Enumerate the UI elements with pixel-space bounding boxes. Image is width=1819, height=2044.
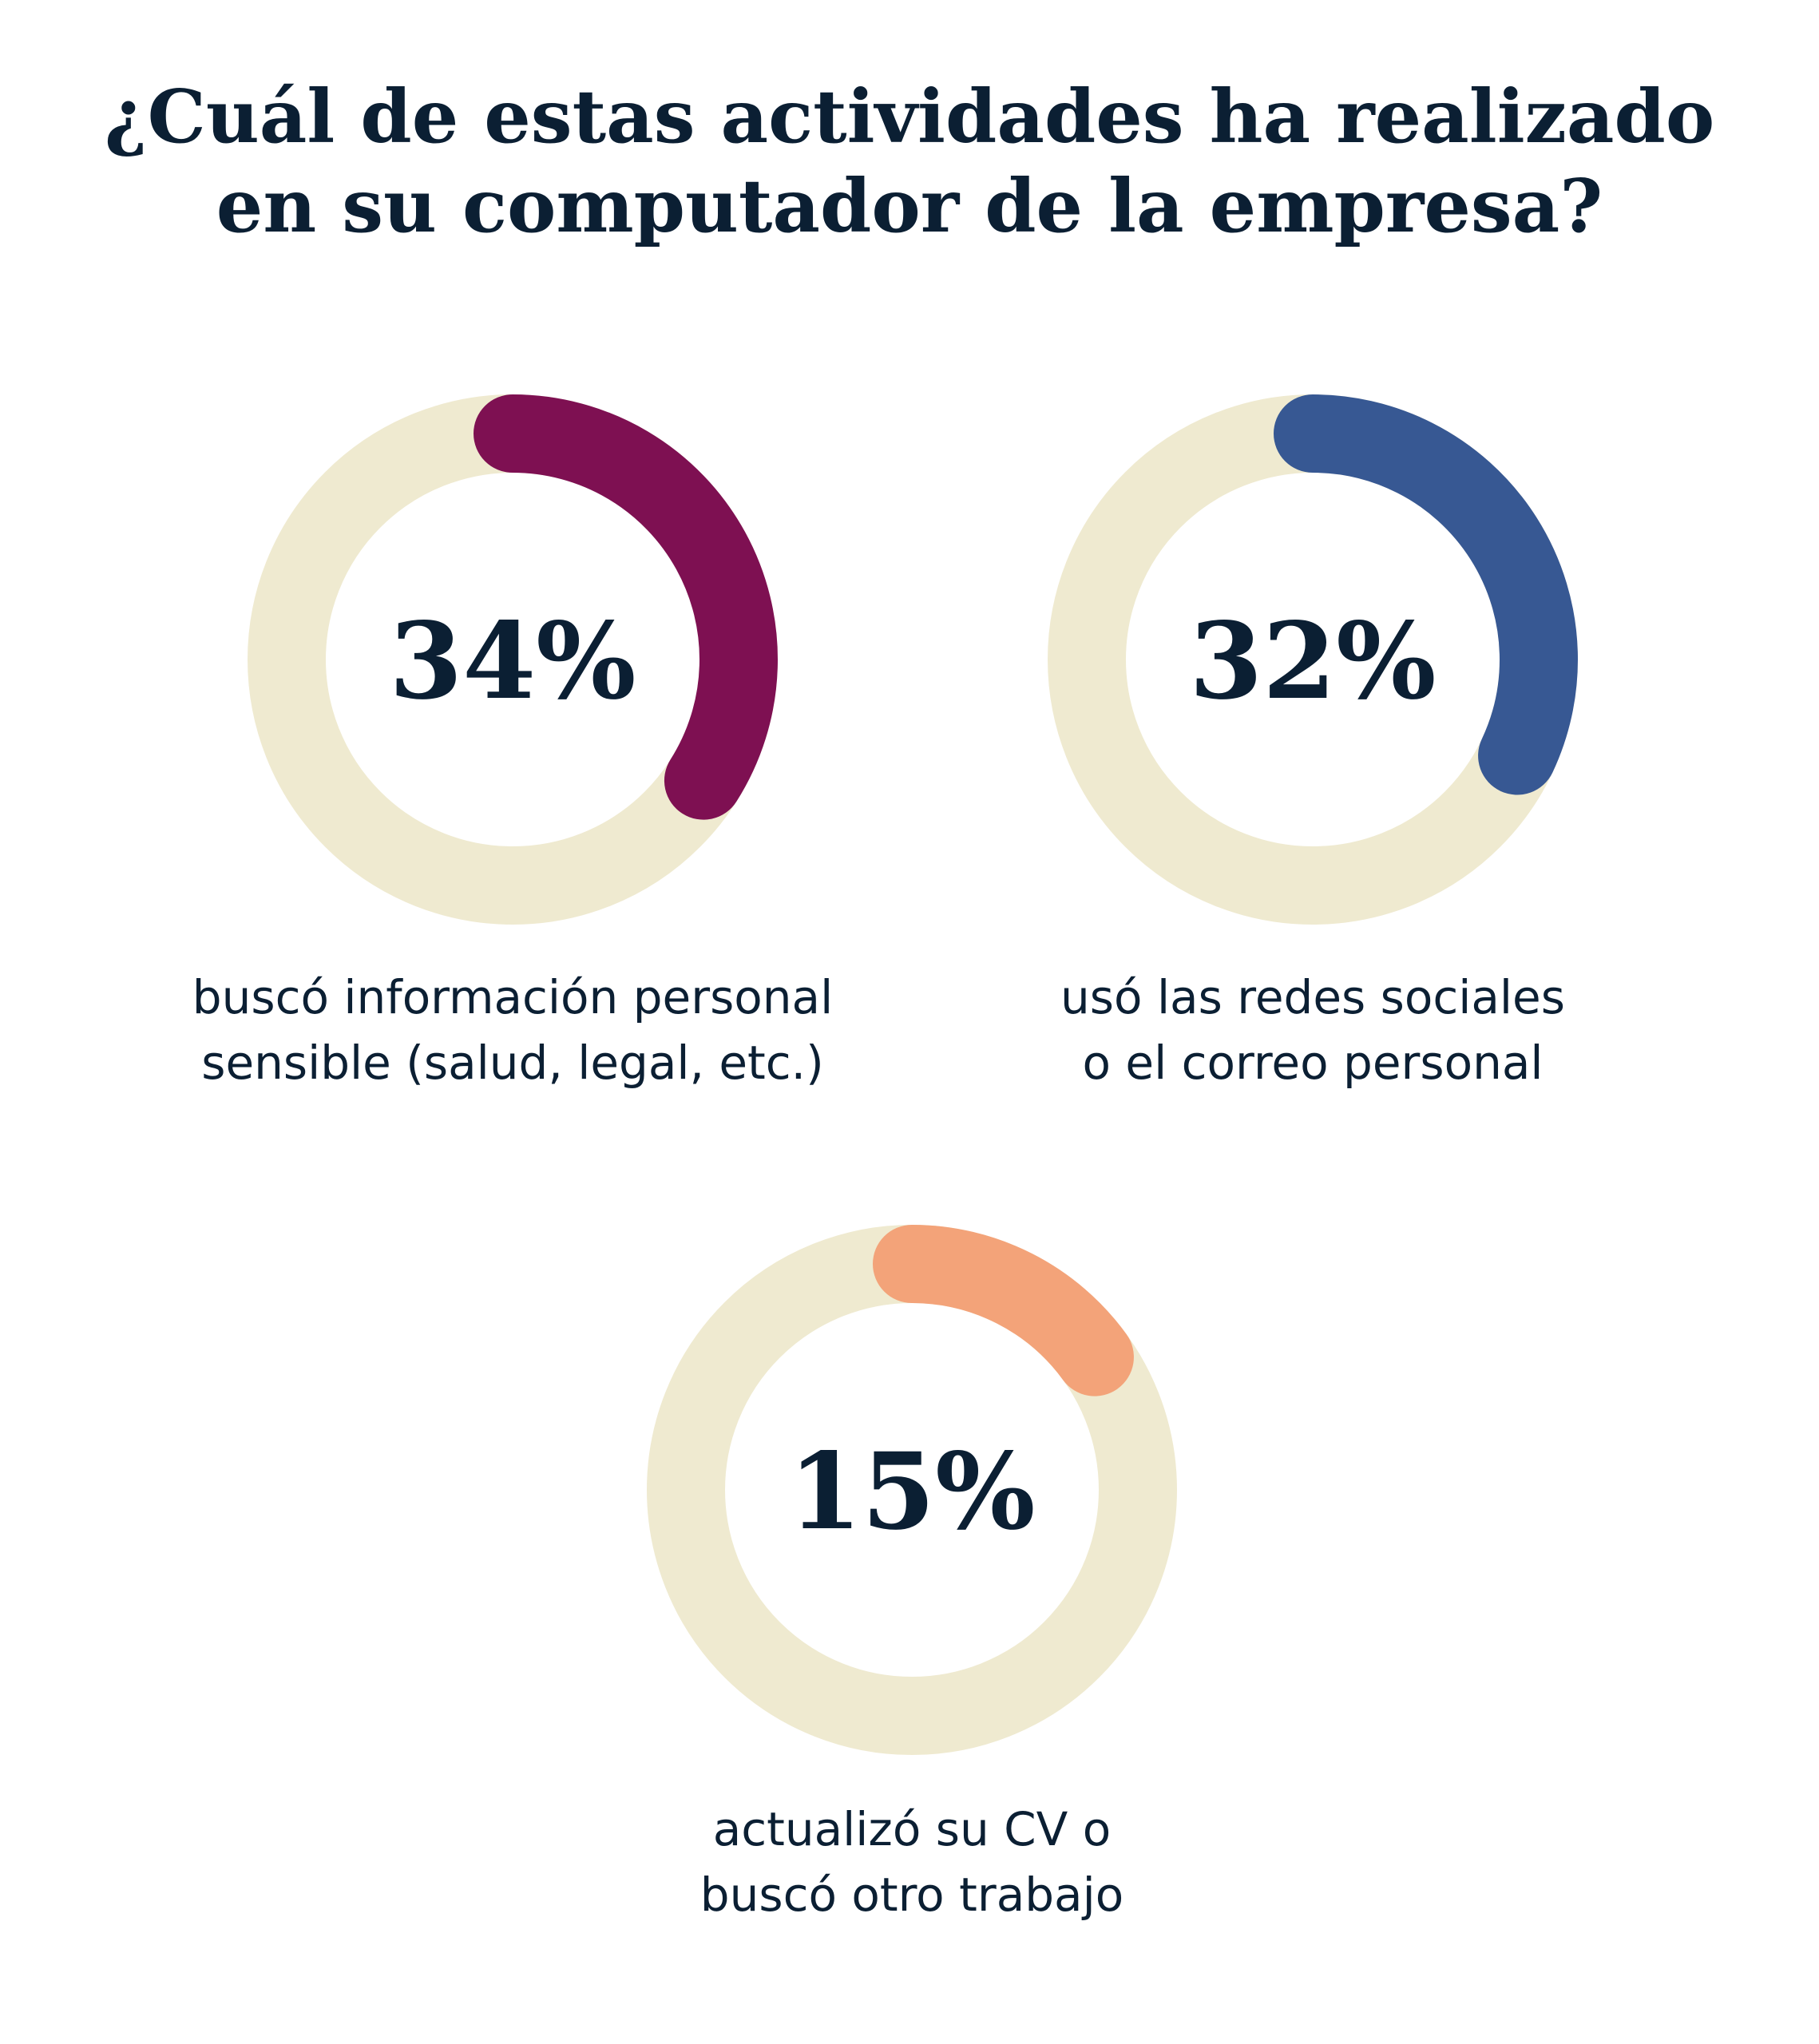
label-line: buscó otro trabajo [699,1868,1124,1922]
donut-value-arc [873,1225,1134,1396]
donut-value-label: 32% [1189,600,1436,723]
donut-label-3: actualizó su CV o buscó otro trabajo [513,1796,1311,1927]
chart-title: ¿Cuál de estas actividades ha realizado … [0,72,1819,251]
label-line: sensible (salud, legal, etc.) [201,1036,824,1090]
label-line: buscó información personal [192,970,834,1024]
label-line: usó las redes sociales [1060,970,1565,1024]
donut-1: 34% [248,394,778,925]
label-line: o el correo personal [1082,1036,1544,1090]
label-line: actualizó su CV o [712,1802,1112,1856]
title-line-1: ¿Cuál de estas actividades ha realizado [104,73,1715,160]
donut-value-label: 15% [788,1430,1035,1554]
title-line-2: en su computador de la empresa? [216,163,1603,249]
donut-value-arc [1274,394,1578,795]
donut-3: 15% [647,1225,1177,1755]
donut-2: 32% [1048,394,1578,925]
donut-value-arc [474,394,778,820]
donut-label-2: usó las redes sociales o el correo perso… [913,965,1712,1095]
donut-label-1: buscó información personal sensible (sal… [113,965,912,1095]
donut-value-label: 34% [389,600,636,723]
